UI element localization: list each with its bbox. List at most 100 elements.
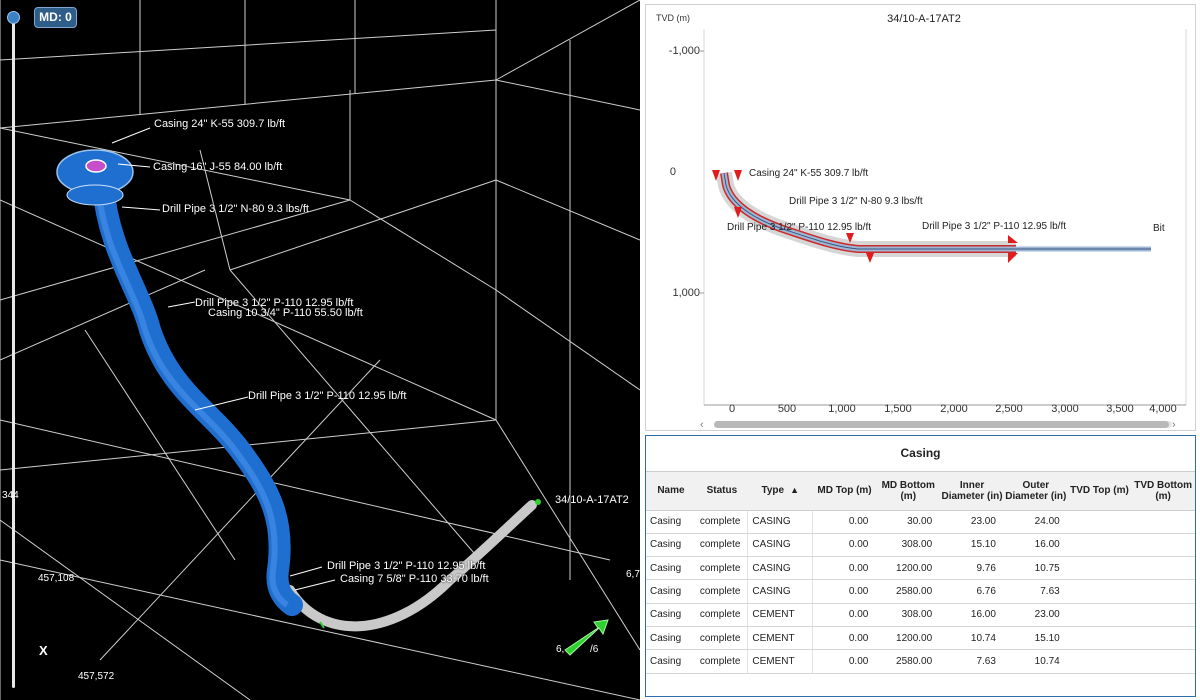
cell-inner: 10.74 xyxy=(940,626,1004,651)
casing-table-body: Casing complete CASING 0.00 30.00 23.00 24.00 C… xyxy=(646,510,1195,674)
coord-right-edge: 6,7 xyxy=(626,569,640,580)
cell-name: Casing xyxy=(646,649,696,674)
table-row[interactable]: Casing complete CASING 0.00 1200.00 9.76 10.75 xyxy=(646,556,1195,581)
table-row[interactable]: Casing complete CASING 0.00 30.00 23.00 24.00 xyxy=(646,510,1195,534)
column-header-type[interactable]: Type ▲ xyxy=(747,472,813,511)
cell-outer: 10.74 xyxy=(1003,649,1068,674)
scrollbar-thumb[interactable] xyxy=(714,421,1169,428)
x-tick-label: 0 xyxy=(729,403,735,415)
label-casing-16: Casing 16" J-55 84.00 lb/ft xyxy=(153,161,283,173)
cell-md-top: 0.00 xyxy=(812,579,877,604)
tvd-profile-chart[interactable]: TVD (m) 34/10-A-17AT2 -1,000 0 1,000 0 5… xyxy=(645,4,1196,431)
scroll-left-icon[interactable]: ‹ xyxy=(700,419,704,430)
md-slider-handle[interactable] xyxy=(7,11,20,24)
cell-md-bottom: 308.00 xyxy=(876,533,941,558)
bit-marker xyxy=(319,621,325,629)
cell-status: complete xyxy=(695,603,748,627)
cell-type: CASING xyxy=(747,533,814,558)
y-tick-label: 1,000 xyxy=(672,287,700,299)
md-badge: MD: 0 xyxy=(34,7,77,28)
wellhead-base xyxy=(66,184,124,206)
cell-md-top: 0.00 xyxy=(812,556,877,581)
chart-gridlines xyxy=(703,29,1187,405)
casing-panel: Casing Name Status Type ▲ MD Top (m) MD B… xyxy=(645,435,1196,697)
well-end-marker[interactable] xyxy=(535,499,541,505)
scroll-right-icon[interactable]: › xyxy=(1172,419,1176,430)
cell-tvd-top xyxy=(1067,556,1132,581)
column-header-status[interactable]: Status xyxy=(695,472,748,511)
cell-tvd-top xyxy=(1067,603,1132,627)
cell-inner: 15.10 xyxy=(940,533,1004,558)
table-row[interactable]: Casing complete CEMENT 0.00 2580.00 7.63 10.74 xyxy=(646,649,1195,674)
cell-md-bottom: 2580.00 xyxy=(876,579,941,604)
well-trajectory[interactable] xyxy=(723,172,1151,250)
casing-band[interactable] xyxy=(720,172,1016,253)
y-axis-label: TVD (m) xyxy=(656,13,690,23)
cell-name: Casing xyxy=(646,533,696,558)
grid-lines xyxy=(0,0,640,700)
cell-outer: 24.00 xyxy=(1003,510,1068,534)
table-row[interactable]: Casing complete CEMENT 0.00 1200.00 10.74 15.1… xyxy=(646,626,1195,651)
x-tick-label: 4,000 xyxy=(1149,403,1177,415)
cell-type: CEMENT xyxy=(747,626,814,651)
arrow-label-b: /6 xyxy=(590,644,599,655)
label-casing-10: Casing 10 3/4" P-110 55.50 lb/ft xyxy=(208,307,363,319)
cell-md-bottom: 1200.00 xyxy=(876,626,941,651)
cell-tvd-bottom xyxy=(1131,649,1195,674)
cell-md-bottom: 308.00 xyxy=(876,603,941,627)
column-header-md-top[interactable]: MD Top (m) xyxy=(812,472,877,511)
x-ticks: 0 500 1,000 1,500 2,000 2,500 3,000 3,50… xyxy=(729,403,1177,415)
label-drillpipe-p110-2: Drill Pipe 3 1/2" P-110 12.95 lb/ft xyxy=(248,390,407,402)
x-tick-label: 3,000 xyxy=(1051,403,1079,415)
x-tick-label: 2,000 xyxy=(940,403,968,415)
column-header-tvd-top[interactable]: TVD Top (m) xyxy=(1067,472,1132,511)
x-tick-label: 1,000 xyxy=(828,403,856,415)
column-header-md-bottom[interactable]: MD Bottom (m) xyxy=(876,472,941,511)
column-header-inner-diameter[interactable]: Inner Diameter (in) xyxy=(940,472,1004,511)
cell-outer: 16.00 xyxy=(1003,533,1068,558)
md-slider-track[interactable] xyxy=(12,20,15,688)
axis-arrow-icon[interactable] xyxy=(564,619,609,656)
cell-md-top: 0.00 xyxy=(812,649,877,674)
label-casing-24: Casing 24" K-55 309.7 lb/ft xyxy=(154,118,286,130)
table-row[interactable]: Casing complete CEMENT 0.00 308.00 16.00 23.00 xyxy=(646,603,1195,627)
cell-tvd-bottom xyxy=(1131,556,1195,581)
cement-band[interactable] xyxy=(716,171,1016,257)
cell-tvd-top xyxy=(1067,510,1132,534)
cell-md-top: 0.00 xyxy=(812,626,877,651)
cell-tvd-bottom xyxy=(1131,579,1195,604)
cell-md-top: 0.00 xyxy=(812,533,877,558)
column-header-outer-diameter[interactable]: Outer Diameter (in) xyxy=(1003,472,1068,511)
label-casing-7: Casing 7 5/8" P-110 33.70 lb/ft xyxy=(340,573,489,585)
cell-inner: 23.00 xyxy=(940,510,1004,534)
column-header-tvd-bottom[interactable]: TVD Bottom (m) xyxy=(1131,472,1195,511)
cell-outer: 7.63 xyxy=(1003,579,1068,604)
casing-tube[interactable] xyxy=(92,174,303,616)
chart-label-bit: Bit xyxy=(1153,223,1165,234)
cell-status: complete xyxy=(695,510,748,534)
cell-tvd-bottom xyxy=(1131,533,1195,558)
y-tick-label: 0 xyxy=(670,166,676,178)
cell-md-top: 0.00 xyxy=(812,510,877,534)
cell-md-bottom: 30.00 xyxy=(876,510,941,534)
axis-x-label: X xyxy=(39,643,48,658)
3d-well-viewer[interactable]: MD: 0 Casing 24" K-55 309.7 lb/ft Casing… xyxy=(0,0,640,700)
casing-table: Name Status Type ▲ MD Top (m) MD Bottom (… xyxy=(646,472,1195,674)
table-row[interactable]: Casing complete CASING 0.00 2580.00 6.76 7.63 xyxy=(646,579,1195,604)
tvd-chart-svg[interactable]: TVD (m) 34/10-A-17AT2 -1,000 0 1,000 0 5… xyxy=(646,5,1195,430)
x-tick-label: 3,500 xyxy=(1106,403,1134,415)
sort-ascending-icon[interactable]: ▲ xyxy=(790,485,800,496)
tubing-gray[interactable] xyxy=(285,500,537,632)
cell-outer: 15.10 xyxy=(1003,626,1068,651)
cell-type: CEMENT xyxy=(747,603,814,627)
cell-inner: 9.76 xyxy=(940,556,1004,581)
cell-tvd-top xyxy=(1067,579,1132,604)
column-header-name[interactable]: Name xyxy=(646,472,696,511)
coord-left-mid: 344 xyxy=(2,490,19,501)
cell-type: CASING xyxy=(747,556,814,581)
coord-x2: 457,572 xyxy=(78,671,115,682)
3d-scene[interactable] xyxy=(0,0,640,700)
table-row[interactable]: Casing complete CASING 0.00 308.00 15.10 16.00 xyxy=(646,533,1195,558)
cell-status: complete xyxy=(695,649,748,674)
